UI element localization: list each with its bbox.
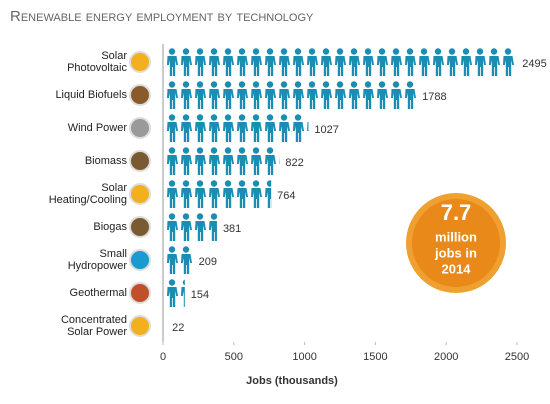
chart-title: Renewable energy employment by technolog…	[10, 8, 314, 25]
category-icon	[129, 249, 151, 271]
value-label: 22	[172, 322, 184, 334]
value-label: 764	[277, 190, 295, 202]
x-axis-label: Jobs (thousands)	[246, 375, 338, 387]
category-label-box: Small Hydropower	[67, 248, 127, 272]
value-label: 1788	[422, 91, 446, 103]
category-icon	[129, 183, 151, 205]
category-label-box: Solar Heating/Cooling	[48, 182, 127, 206]
bar	[166, 147, 280, 175]
x-tick-label: 2500	[505, 351, 529, 363]
category-label-box: Wind Power	[67, 122, 127, 134]
value-label: 1027	[314, 124, 338, 136]
bar	[166, 180, 272, 208]
x-tick-label: 1500	[363, 351, 387, 363]
y-tick-label: Wind Power	[67, 122, 127, 134]
bar	[166, 213, 217, 241]
bar	[166, 48, 517, 76]
y-tick-label: Concentrated Solar Power	[60, 314, 127, 338]
annotation-text: jobs in	[434, 245, 477, 260]
category-icon	[129, 282, 151, 304]
value-label: 822	[285, 157, 303, 169]
annotation-text: 7.7	[441, 200, 472, 225]
y-tick-label: Biogas	[93, 221, 127, 233]
category-icon	[129, 84, 151, 106]
bar	[166, 279, 185, 307]
x-tick-label: 0	[160, 351, 166, 363]
category-label-box: Liquid Biofuels	[55, 89, 127, 101]
annotation-circle-inner	[412, 199, 500, 287]
category-label-box: Concentrated Solar Power	[60, 314, 127, 338]
y-tick-label: Solar Heating/Cooling	[48, 182, 127, 206]
annotation-text: 2014	[442, 261, 472, 276]
value-label: 381	[223, 223, 241, 235]
category-label-box: Biogas	[93, 221, 127, 233]
y-tick-label: Small Hydropower	[67, 248, 127, 272]
x-tick-label: 2000	[434, 351, 458, 363]
annotation-text: million	[435, 229, 477, 244]
x-tick-label: 500	[225, 351, 243, 363]
y-tick-label: Biomass	[84, 155, 127, 167]
y-tick-label: Liquid Biofuels	[55, 89, 127, 101]
category-icon	[129, 117, 151, 139]
category-label-box: Biomass	[84, 155, 127, 167]
category-icon	[129, 216, 151, 238]
bar	[166, 81, 417, 109]
value-label: 209	[199, 256, 217, 268]
category-label-box: Solar Photovoltaic	[67, 50, 127, 74]
category-icon	[129, 150, 151, 172]
value-label: 154	[191, 289, 209, 301]
category-label-box: Geothermal	[69, 287, 127, 299]
bar	[166, 246, 193, 274]
value-label: 2495	[522, 58, 546, 70]
x-tick-label: 1000	[292, 351, 316, 363]
category-icon	[129, 315, 151, 337]
category-icon	[129, 51, 151, 73]
y-tick-label: Geothermal	[69, 287, 127, 299]
bar	[166, 114, 309, 142]
y-tick-label: Solar Photovoltaic	[67, 50, 127, 74]
